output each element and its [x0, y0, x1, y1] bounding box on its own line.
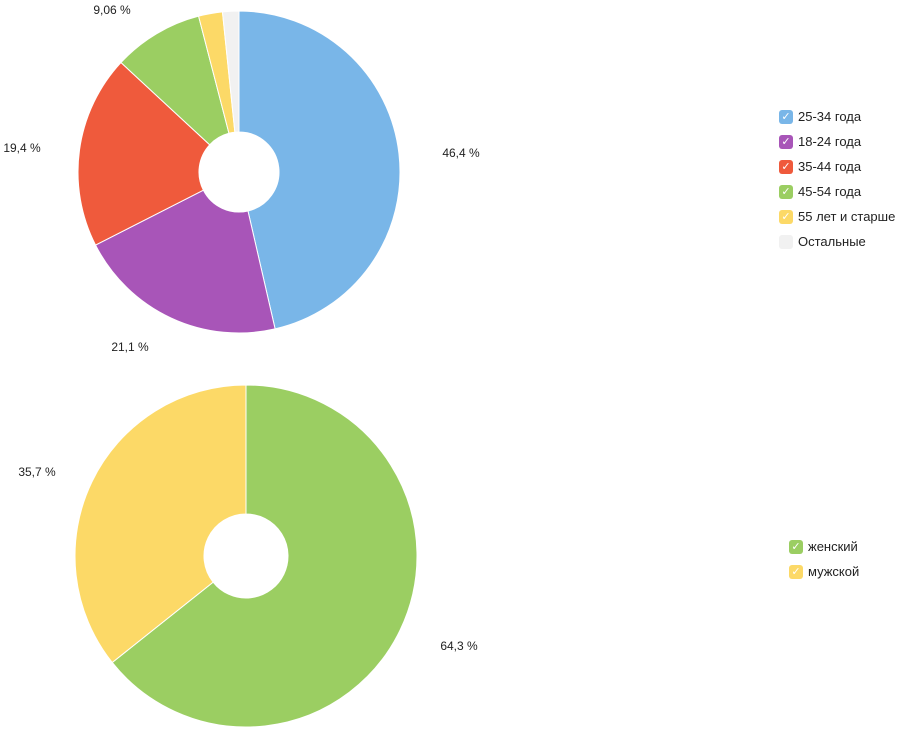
legend-label: Остальные — [798, 234, 866, 249]
gender-slice-мужской[interactable] — [74, 384, 247, 664]
age-slice-25-34-года[interactable] — [238, 10, 401, 330]
legend-label: 55 лет и старше — [798, 209, 896, 224]
age-legend: ✓ 25-34 года ✓ 18-24 года ✓ 35-44 года ✓ 45-54 … — [779, 104, 895, 254]
checkbox-checked-icon[interactable]: ✓ — [779, 184, 793, 199]
checkbox-checked-icon[interactable]: ✓ — [779, 159, 793, 174]
legend-label: 25-34 года — [798, 109, 862, 124]
age-slice-18-24-года[interactable] — [94, 189, 276, 334]
legend-label: 35-44 года — [798, 159, 862, 174]
gender-value-label-мужской: 35,7 % — [18, 465, 56, 479]
gender-slice-женский[interactable] — [111, 384, 418, 728]
age-legend-item-55-лет-и-старше[interactable]: ✓ 55 лет и старше — [779, 204, 895, 229]
age-legend-item-остальные[interactable]: Остальные — [779, 229, 895, 254]
age-value-label-35-44-года: 19,4 % — [3, 141, 41, 155]
age-value-label-45-54-года: 9,06 % — [93, 3, 131, 17]
age-slice-35-44-года[interactable] — [77, 61, 211, 246]
age-value-label-18-24-года: 21,1 % — [111, 340, 149, 354]
age-legend-item-45-54-года[interactable]: ✓ 45-54 года — [779, 179, 895, 204]
age-value-label-25-34-года: 46,4 % — [442, 146, 480, 160]
gender-legend-item-женский[interactable]: ✓ женский — [789, 534, 859, 559]
checkbox-checked-icon[interactable]: ✓ — [779, 209, 793, 224]
legend-label: мужской — [808, 564, 860, 579]
legend-label: 45-54 года — [798, 184, 862, 199]
legend-label: 18-24 года — [798, 134, 862, 149]
checkbox-checked-icon[interactable]: ✓ — [789, 539, 803, 554]
checkbox-checked-icon[interactable]: ✓ — [779, 109, 793, 124]
legend-label: женский — [808, 539, 858, 554]
age-legend-item-18-24-года[interactable]: ✓ 18-24 года — [779, 129, 895, 154]
age-donut-chart: 46,4 % 21,1 % 19,4 % 9,06 % — [3, 3, 480, 354]
checkbox-checked-icon[interactable]: ✓ — [789, 564, 803, 579]
gender-legend: ✓ женский ✓ мужской — [789, 534, 859, 584]
age-slice-остальные[interactable] — [221, 10, 240, 133]
gender-value-label-женский: 64,3 % — [440, 639, 478, 653]
gender-donut-chart: 64,3 % 35,7 % — [18, 384, 478, 728]
gender-legend-item-мужской[interactable]: ✓ мужской — [789, 559, 859, 584]
checkbox-unchecked-icon[interactable] — [779, 234, 793, 249]
age-legend-item-35-44-года[interactable]: ✓ 35-44 года — [779, 154, 895, 179]
age-legend-item-25-34-года[interactable]: ✓ 25-34 года — [779, 104, 895, 129]
checkbox-checked-icon[interactable]: ✓ — [779, 134, 793, 149]
